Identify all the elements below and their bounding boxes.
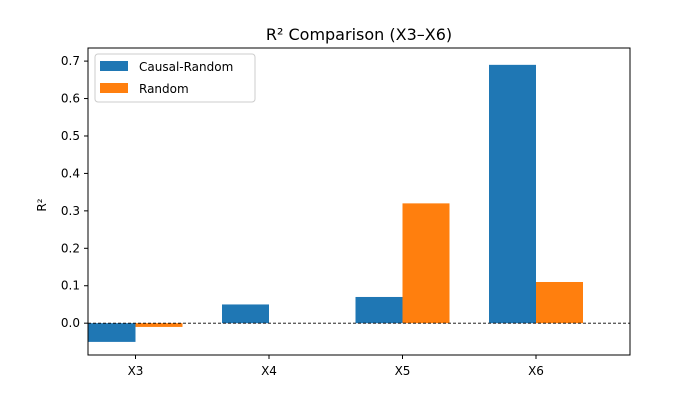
bar-causal-random-x5	[355, 296, 403, 324]
y-tick-label: 0.2	[61, 241, 80, 255]
legend-box	[94, 53, 256, 103]
y-axis-label: R²	[35, 198, 49, 211]
y-tick-label: 0.4	[61, 166, 80, 180]
x-tick-label: X3	[128, 364, 144, 378]
bar-causal-random-x3	[88, 323, 136, 342]
plot-area: 0.0 0.1 0.2 0.3 0.4 0.5 0.6 0.7 X3 X4 X5 X6	[61, 54, 630, 378]
y-tick-label: 0.6	[61, 92, 80, 106]
x-tick-label: X6	[528, 364, 544, 378]
bar-causal-random-x4	[222, 304, 269, 324]
y-tick-label: 0.7	[61, 54, 80, 68]
y-tick-label: 0.1	[61, 279, 80, 293]
y-tick-label: 0.3	[61, 204, 80, 218]
bar-random-x5	[402, 203, 450, 324]
plot-frame	[87, 47, 631, 356]
x-tick-label: X4	[261, 364, 277, 378]
bar-causal-random-x6	[489, 64, 536, 324]
x-tick-label: X5	[395, 364, 411, 378]
chart-title: R² Comparison (X3–X6)	[266, 25, 452, 44]
legend-label: Random	[139, 82, 189, 96]
legend-swatch	[100, 83, 128, 93]
y-tick-label: 0.0	[61, 316, 80, 330]
y-tick-label: 0.5	[61, 129, 80, 143]
legend-label: Causal-Random	[139, 60, 233, 74]
legend-swatch	[100, 61, 128, 71]
bar-random-x6	[536, 281, 583, 324]
legend: Causal-Random Random	[94, 53, 256, 103]
bar-random-x3	[135, 323, 183, 327]
